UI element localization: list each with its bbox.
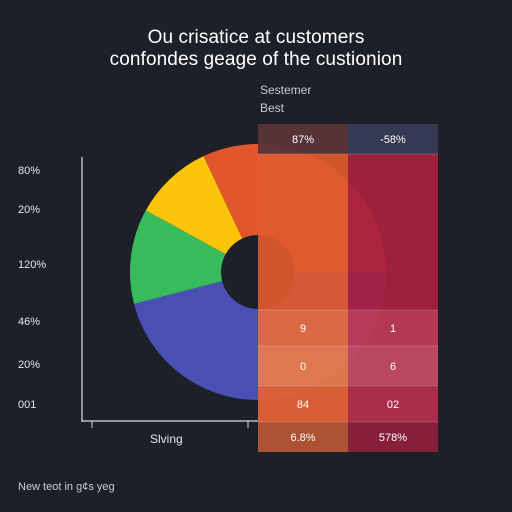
y-tick-label: 80% <box>18 165 41 177</box>
pie-slice-2 <box>130 210 258 304</box>
table-group: 87% -58% 9 1 0 6 84 02 6.8% 578% <box>258 124 438 452</box>
table-cell-label: 578% <box>379 432 407 444</box>
table-cell-label: 6.8% <box>290 432 315 444</box>
axes <box>81 157 258 428</box>
table-cell <box>258 386 348 422</box>
table-cell <box>348 386 438 422</box>
y-tick-label: 46% <box>18 316 41 328</box>
table-cell-label: 87% <box>292 134 314 146</box>
y-tick-label: 120% <box>18 259 47 271</box>
chart-title: Ou crisatice at customers <box>147 27 365 48</box>
table-cell <box>258 124 348 154</box>
x-axis-label: Slving <box>150 432 183 446</box>
legend-entry-2: Best <box>260 101 285 115</box>
table-cell <box>348 422 438 452</box>
table-cell <box>258 422 348 452</box>
table-cell <box>348 124 438 154</box>
table-cell <box>258 346 348 386</box>
table-cell-label: 1 <box>390 323 396 335</box>
chart-subtitle: confondes geage of the custionion <box>109 49 403 70</box>
y-tick-label: 20% <box>18 359 41 371</box>
y-tick-label: 20% <box>18 204 41 216</box>
table-cell-label: -58% <box>380 134 406 146</box>
footer-note: New teot in g¢s yeg <box>18 481 115 493</box>
table-cell-label: 84 <box>297 399 309 411</box>
table-cell <box>258 154 348 310</box>
table-cell <box>258 310 348 346</box>
legend-entry-1: Sestemer <box>260 83 312 97</box>
table-cell-label: 02 <box>387 399 399 411</box>
table-cell-label: 6 <box>390 361 396 373</box>
table-cell-label: 0 <box>300 361 306 373</box>
y-tick-label: 001 <box>18 399 37 411</box>
pie-slice-3 <box>145 156 258 272</box>
table-cell <box>348 154 438 310</box>
table-cell <box>348 346 438 386</box>
table-cell <box>348 310 438 346</box>
table-cell-label: 9 <box>300 323 306 335</box>
